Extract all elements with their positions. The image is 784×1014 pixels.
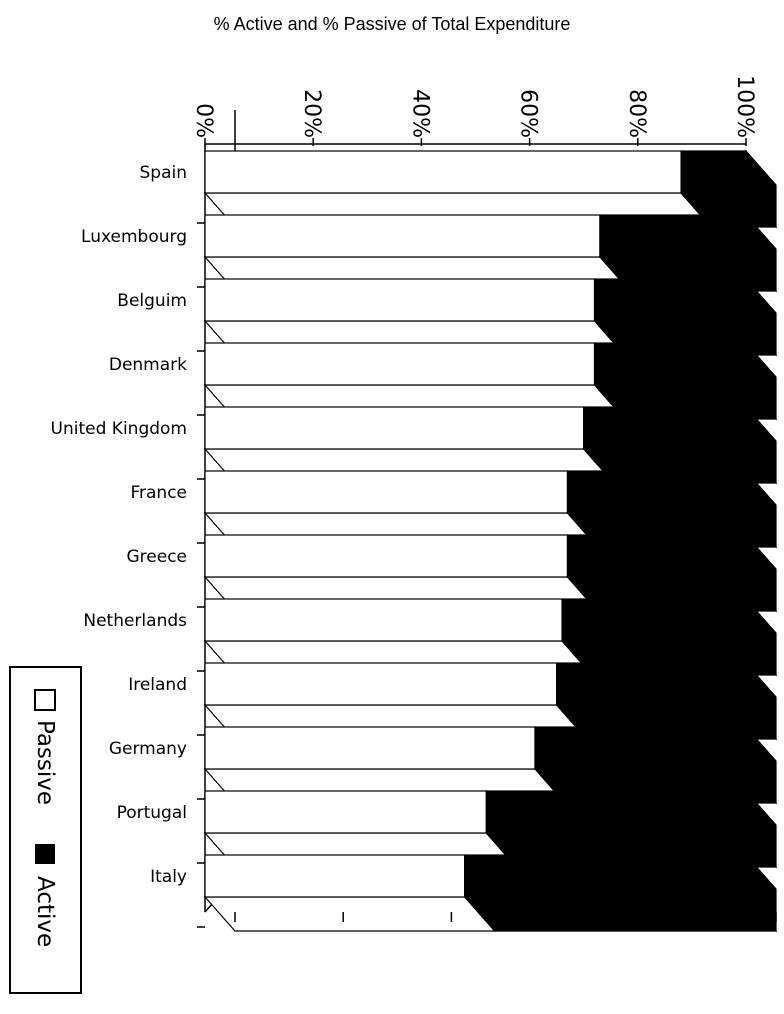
bar-end-cap: [745, 405, 777, 485]
bar-active: [583, 406, 747, 450]
bar-active: [556, 662, 747, 706]
bar-end-cap: [745, 725, 777, 805]
bar-active: [599, 214, 747, 258]
bar-passive: [204, 790, 487, 834]
legend: Passive Active: [9, 666, 82, 994]
bar-end-cap: [745, 597, 777, 677]
x-tick-label: 40%: [407, 89, 432, 138]
category-label: United Kingdom: [51, 419, 187, 439]
bar-passive: [204, 470, 569, 514]
bar-active: [680, 150, 747, 194]
category-label: Portugal: [117, 803, 187, 823]
tick-labels: 0% 20% 40% 60% 80% 100%: [191, 75, 777, 922]
bars-layer: [203, 149, 778, 933]
x-tick-label: 80%: [624, 89, 649, 138]
bar-end-cap: [745, 533, 777, 613]
bar-end-cap: [745, 213, 777, 293]
bar-end-cap: [745, 853, 777, 933]
x-tick-label: 20%: [299, 89, 324, 138]
bar-end-cap: [745, 277, 777, 357]
legend-swatch-active: [35, 844, 55, 864]
bar-end-cap: [745, 789, 777, 869]
bar-passive: [204, 726, 536, 770]
bar-passive: [204, 662, 558, 706]
bar-passive: [204, 854, 466, 898]
bar-end-cap: [745, 341, 777, 421]
legend-label-passive: Passive: [32, 720, 58, 805]
category-label: Netherlands: [83, 611, 187, 631]
bar-active: [534, 726, 747, 770]
legend-box: [9, 666, 82, 994]
bar-active: [566, 470, 747, 514]
bar-depth-active: [463, 896, 778, 932]
category-label: Belguim: [117, 291, 187, 311]
bar-passive: [204, 598, 563, 642]
legend-label-active: Active: [32, 876, 58, 947]
bar-passive: [204, 406, 585, 450]
bar-end-cap: [745, 469, 777, 549]
bar-active: [566, 534, 747, 578]
x-tick-label: 100%: [732, 75, 757, 138]
category-label: France: [130, 483, 187, 503]
chart-title: % Active and % Passive of Total Expendit…: [213, 14, 571, 34]
category-labels: Spain Luxembourg Belguim Denmark United King…: [51, 163, 205, 928]
bar-active: [593, 278, 747, 322]
category-label: Luxembourg: [81, 227, 187, 247]
bar-end-cap: [745, 661, 777, 741]
category-label: Greece: [126, 547, 187, 567]
bar-passive: [204, 278, 596, 322]
bar-passive: [204, 534, 569, 578]
category-label: Italy: [150, 867, 187, 887]
x-tick-label: 0%: [191, 103, 216, 138]
x-tick-label: 60%: [516, 89, 541, 138]
category-label: Spain: [140, 163, 188, 183]
category-label: Ireland: [128, 675, 187, 695]
bar-active: [561, 598, 747, 642]
category-label: Germany: [109, 739, 187, 759]
bar-passive: [204, 150, 682, 194]
bar-active: [485, 790, 747, 834]
bar-passive: [204, 214, 601, 258]
category-label: Denmark: [109, 355, 187, 375]
bar-passive: [204, 342, 596, 386]
bar-active: [464, 854, 747, 898]
bar-end-cap: [745, 149, 777, 229]
legend-swatch-passive: [34, 689, 56, 711]
bar-active: [593, 342, 747, 386]
